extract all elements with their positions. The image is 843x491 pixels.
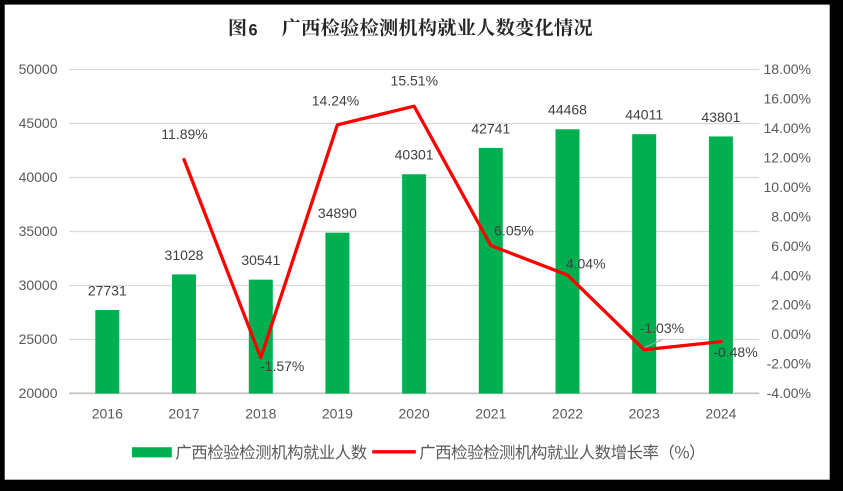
svg-text:4.00%: 4.00% bbox=[771, 267, 811, 283]
svg-text:40301: 40301 bbox=[395, 147, 434, 163]
svg-text:27731: 27731 bbox=[88, 282, 127, 298]
svg-text:35000: 35000 bbox=[19, 223, 58, 239]
svg-text:-1.03%: -1.03% bbox=[640, 320, 684, 336]
svg-text:30541: 30541 bbox=[241, 252, 280, 268]
svg-text:8.00%: 8.00% bbox=[771, 208, 811, 224]
svg-text:2018: 2018 bbox=[245, 405, 276, 421]
svg-text:6.00%: 6.00% bbox=[771, 238, 811, 254]
svg-text:12.00%: 12.00% bbox=[764, 150, 811, 166]
svg-text:6.05%: 6.05% bbox=[494, 223, 534, 239]
svg-text:2024: 2024 bbox=[705, 405, 736, 421]
svg-text:10.00%: 10.00% bbox=[764, 179, 811, 195]
svg-text:0.00%: 0.00% bbox=[771, 326, 811, 342]
svg-text:44011: 44011 bbox=[625, 107, 663, 123]
svg-text:15.51%: 15.51% bbox=[391, 73, 438, 89]
svg-text:31028: 31028 bbox=[165, 247, 204, 263]
svg-text:-1.57%: -1.57% bbox=[260, 358, 304, 374]
svg-text:40000: 40000 bbox=[19, 169, 58, 185]
svg-text:44468: 44468 bbox=[548, 102, 587, 118]
svg-text:16.00%: 16.00% bbox=[764, 91, 811, 107]
svg-text:2020: 2020 bbox=[399, 405, 430, 421]
svg-text:2017: 2017 bbox=[168, 405, 199, 421]
svg-text:2019: 2019 bbox=[322, 405, 353, 421]
svg-text:11.89%: 11.89% bbox=[161, 126, 207, 142]
svg-text:2016: 2016 bbox=[92, 405, 123, 421]
svg-text:18.00%: 18.00% bbox=[764, 61, 811, 77]
svg-text:42741: 42741 bbox=[471, 120, 510, 136]
svg-text:2022: 2022 bbox=[552, 405, 583, 421]
svg-text:14.00%: 14.00% bbox=[764, 120, 811, 136]
svg-text:2.00%: 2.00% bbox=[771, 297, 811, 313]
svg-text:20000: 20000 bbox=[19, 385, 58, 401]
svg-text:-2.00%: -2.00% bbox=[767, 356, 811, 372]
svg-text:45000: 45000 bbox=[19, 115, 58, 131]
svg-text:50000: 50000 bbox=[19, 61, 58, 77]
svg-text:14.24%: 14.24% bbox=[312, 93, 359, 109]
svg-text:43801: 43801 bbox=[701, 109, 740, 125]
svg-text:25000: 25000 bbox=[19, 331, 58, 347]
svg-text:4.04%: 4.04% bbox=[566, 255, 606, 271]
svg-text:34890: 34890 bbox=[318, 205, 357, 221]
svg-text:-0.48%: -0.48% bbox=[713, 344, 757, 360]
svg-text:-4.00%: -4.00% bbox=[767, 385, 811, 401]
svg-text:2023: 2023 bbox=[629, 405, 660, 421]
svg-text:30000: 30000 bbox=[19, 277, 58, 293]
svg-text:2021: 2021 bbox=[475, 405, 506, 421]
svg-text:6: 6 bbox=[249, 21, 258, 39]
